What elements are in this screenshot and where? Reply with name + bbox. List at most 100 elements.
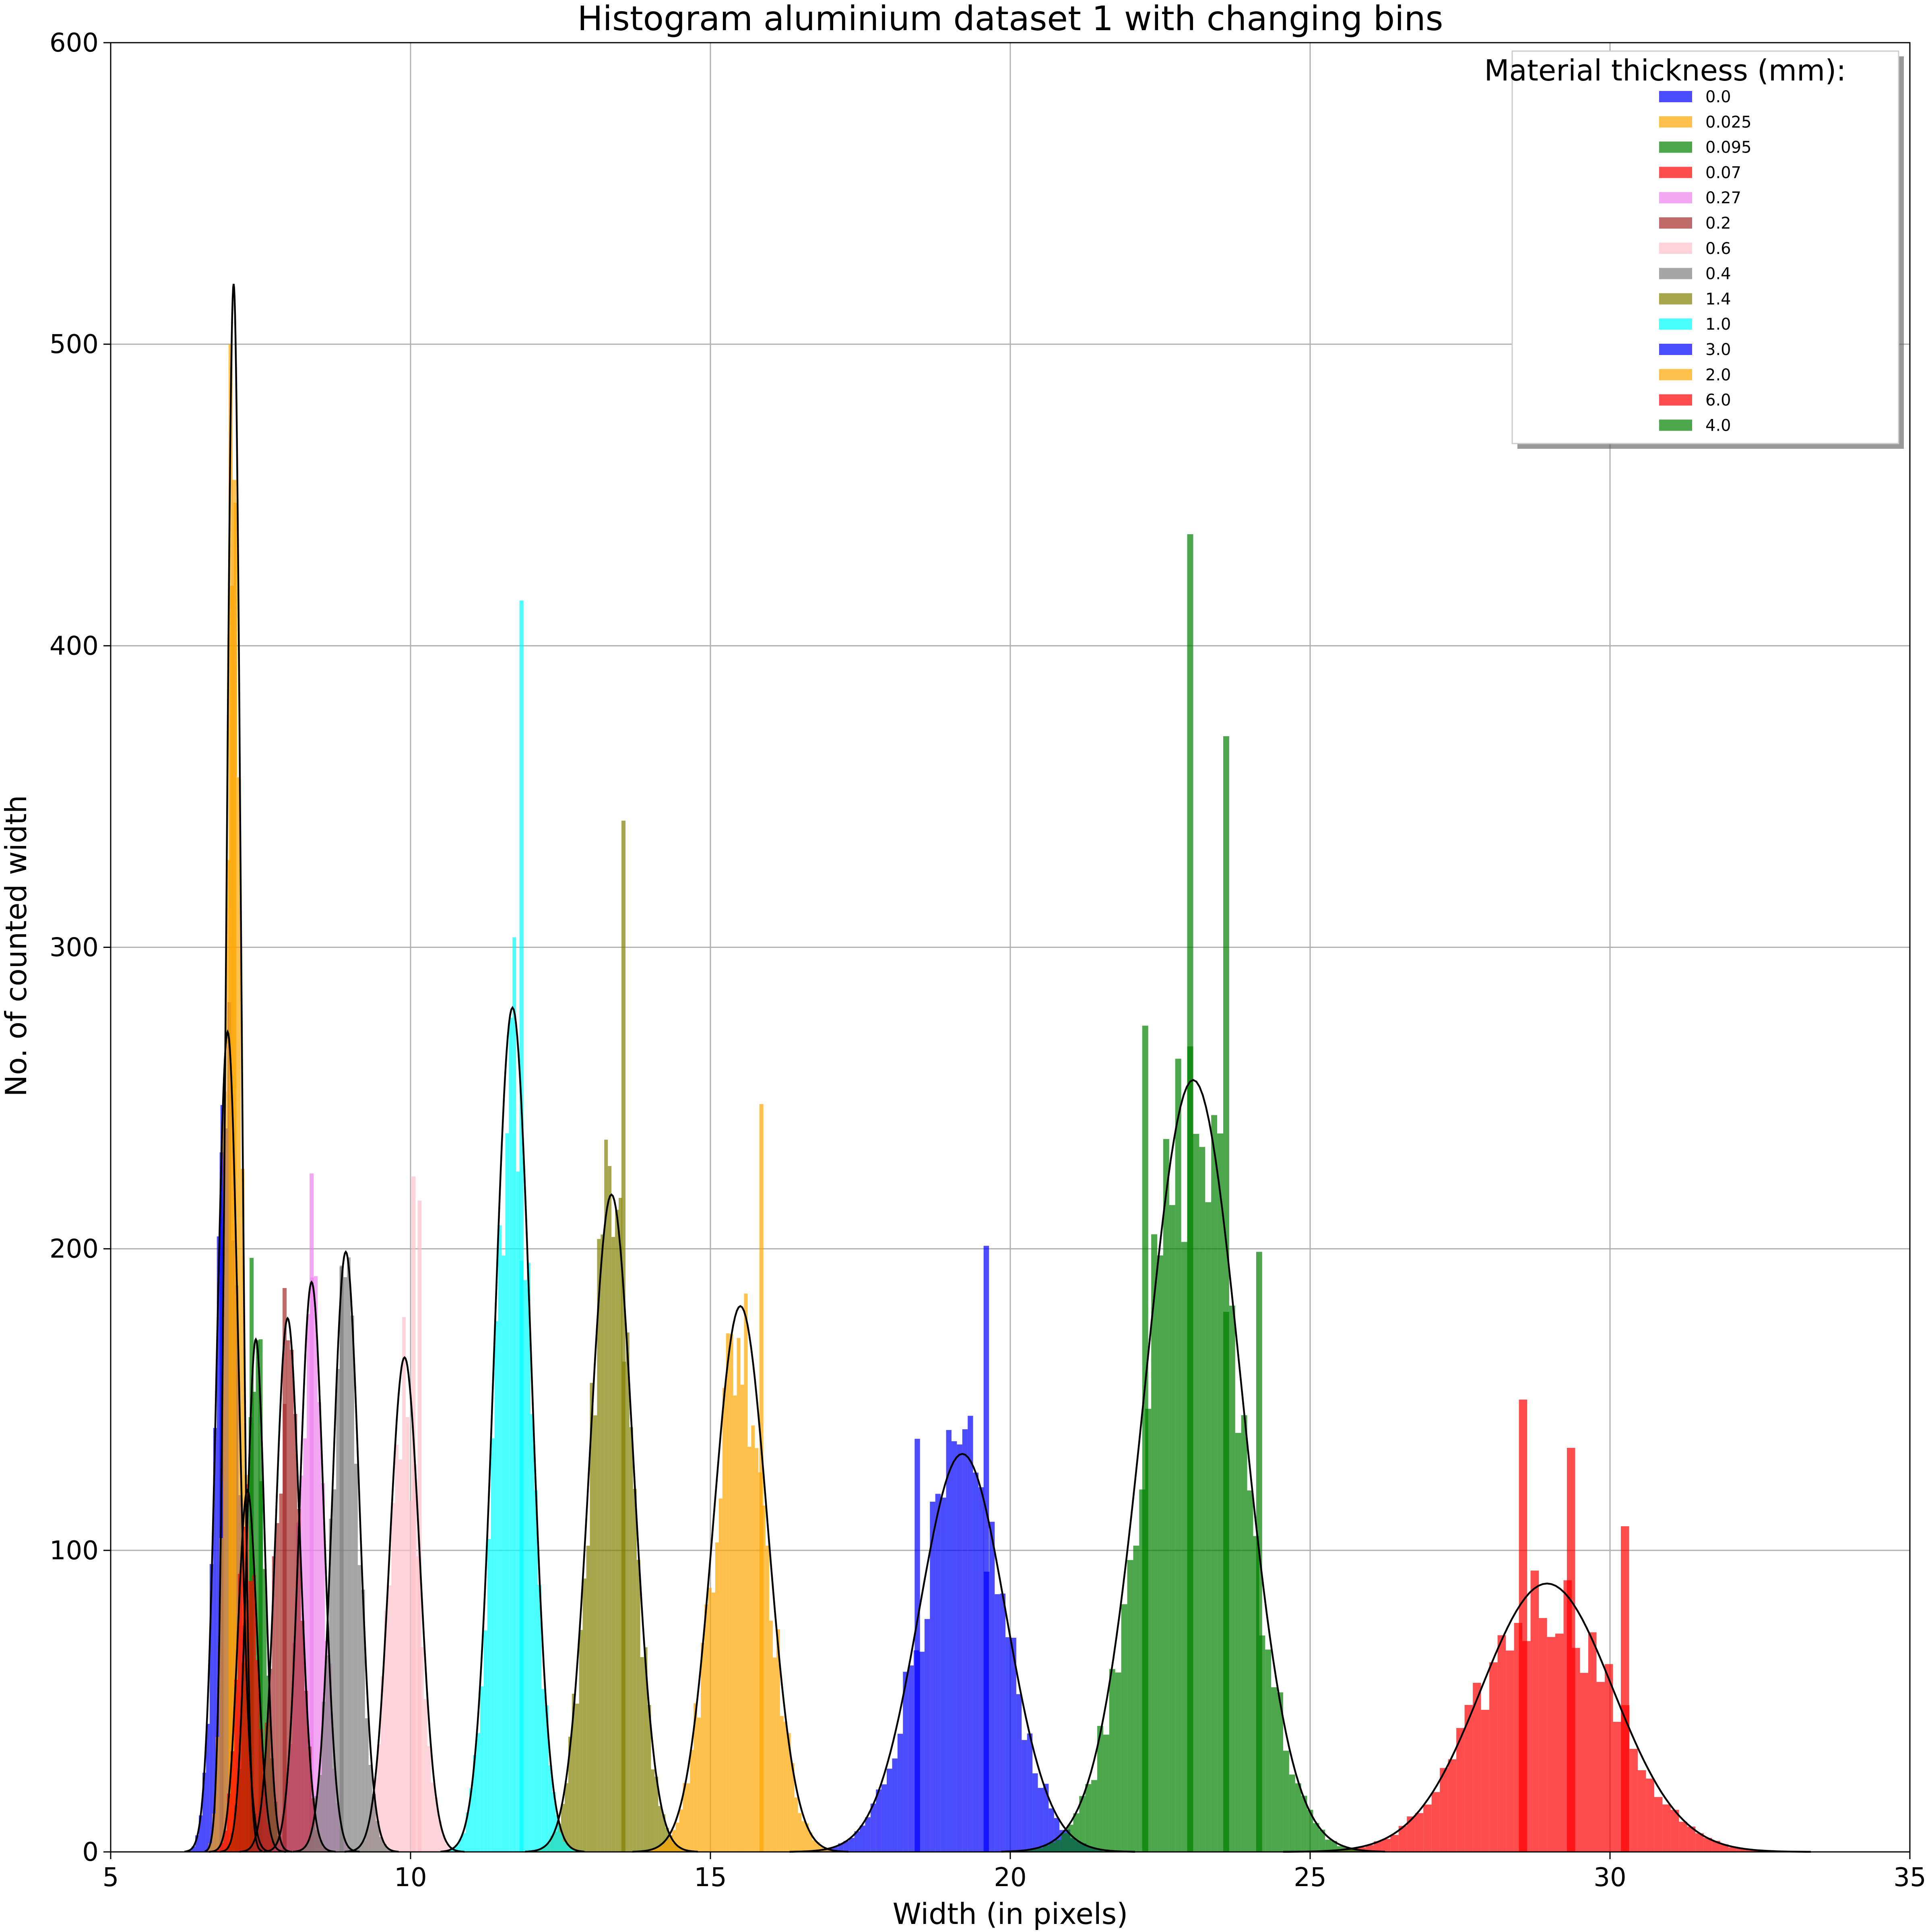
histogram-bar: [1097, 1726, 1103, 1852]
histogram-bar: [202, 1773, 206, 1852]
histogram-bar: [640, 1657, 644, 1852]
histogram-bar: [647, 1705, 651, 1852]
histogram-bar-spike: [1187, 534, 1193, 1852]
histogram-bar: [995, 1594, 1000, 1852]
histogram-bar: [1489, 1662, 1498, 1852]
histogram-bar: [704, 1604, 708, 1852]
histogram-bar: [1151, 1234, 1158, 1852]
histogram-bar: [1325, 1839, 1331, 1852]
histogram-bar: [1085, 1784, 1092, 1852]
histogram-bar: [1331, 1841, 1338, 1852]
histogram-bar: [658, 1806, 662, 1852]
histogram-bar: [579, 1630, 583, 1852]
legend-swatch: [1659, 369, 1692, 380]
histogram-bar: [318, 1775, 322, 1852]
series-2.0-bars: [647, 1104, 834, 1852]
histogram-bar: [697, 1717, 701, 1852]
histogram-bar: [1687, 1827, 1696, 1852]
histogram-bar: [1055, 1840, 1061, 1852]
histogram-bar: [261, 1783, 265, 1852]
histogram-bar-spike: [258, 1339, 263, 1852]
histogram-bar: [701, 1643, 705, 1852]
histogram-bar: [431, 1782, 435, 1852]
histogram-bar: [195, 1835, 199, 1852]
histogram-bar: [794, 1797, 798, 1852]
histogram-bar: [1016, 1694, 1022, 1852]
histogram-bar: [442, 1835, 446, 1852]
histogram-bar: [322, 1701, 326, 1852]
legend-title: Material thickness (mm):: [1484, 54, 1846, 87]
histogram-bar: [304, 1690, 308, 1852]
histogram-bar: [563, 1841, 567, 1852]
histogram-bar: [935, 1494, 941, 1852]
histogram-bar: [290, 1350, 294, 1852]
histogram-bar: [657, 1847, 661, 1852]
histogram-bar: [887, 1769, 892, 1852]
legend-swatch: [1659, 268, 1692, 279]
x-tick-label: 25: [1294, 1863, 1326, 1893]
histogram-bar: [321, 1483, 325, 1852]
histogram-bar: [509, 1018, 513, 1852]
histogram-bar: [1415, 1813, 1424, 1852]
histogram-bar: [843, 1841, 849, 1852]
series-0.4-bars: [300, 1257, 390, 1852]
x-tick-label: 10: [394, 1863, 427, 1893]
histogram-bar: [234, 1680, 238, 1852]
fit-curve-0.4: [293, 1250, 399, 1853]
histogram-bar: [1481, 1710, 1490, 1852]
histogram-bar: [357, 1565, 361, 1852]
histogram-bar: [402, 1317, 406, 1852]
histogram-bar: [537, 1585, 541, 1852]
fit-curve-0.27: [263, 1280, 360, 1853]
histogram-bar: [226, 860, 230, 1852]
histogram-bar: [279, 1493, 283, 1852]
histogram-bar: [227, 1794, 231, 1852]
histogram-bar: [552, 1792, 556, 1852]
histogram-bar: [737, 1338, 741, 1852]
histogram-bar: [854, 1831, 860, 1852]
histogram-bar: [644, 1647, 648, 1852]
histogram-bar: [1604, 1664, 1613, 1852]
histogram-bar: [530, 1414, 534, 1852]
histogram-bar: [1440, 1768, 1448, 1852]
histogram-bar: [1289, 1774, 1295, 1852]
histogram-bar: [951, 1441, 957, 1852]
legend-swatch: [1659, 318, 1692, 330]
fit-curve-0.2: [239, 1316, 336, 1853]
histogram-bar: [377, 1744, 381, 1852]
histogram-bar: [545, 1705, 549, 1852]
histogram-bar: [827, 1849, 830, 1852]
histogram-bar: [314, 1276, 318, 1852]
histogram-bar: [307, 1841, 311, 1852]
histogram-bar: [1728, 1847, 1737, 1852]
histogram-bar-spike: [1519, 1399, 1527, 1852]
histogram-bar: [386, 1848, 390, 1852]
x-tick-label: 15: [694, 1863, 727, 1893]
histogram-bar: [798, 1813, 802, 1852]
histogram-bar: [368, 1765, 372, 1852]
histogram-bar: [247, 1849, 251, 1852]
histogram-bar: [683, 1783, 687, 1852]
histogram-bar: [924, 1619, 930, 1852]
histogram-bar: [307, 1314, 311, 1852]
legend-label: 0.07: [1705, 163, 1741, 182]
histogram-bar: [212, 1813, 216, 1852]
histogram-bar: [275, 1523, 279, 1852]
histogram-bar: [561, 1804, 565, 1852]
legend-label: 0.4: [1705, 265, 1731, 283]
histogram-bar: [1247, 1490, 1253, 1852]
histogram-bar: [380, 1676, 384, 1852]
histogram-bar: [1629, 1749, 1638, 1852]
histogram-bar: [1506, 1650, 1514, 1852]
legend-label: 0.6: [1705, 239, 1731, 258]
histogram-bar: [505, 1133, 509, 1852]
histogram-bar: [473, 1755, 477, 1852]
legend-label: 4.0: [1705, 416, 1731, 435]
histogram-bar: [1530, 1571, 1539, 1852]
histogram-bar: [1703, 1838, 1712, 1852]
histogram-bar: [816, 1842, 820, 1852]
histogram-bar: [286, 1340, 290, 1852]
histogram-bar: [1079, 1796, 1086, 1852]
histogram-bar: [593, 1415, 597, 1852]
histogram-bar: [1307, 1810, 1313, 1852]
